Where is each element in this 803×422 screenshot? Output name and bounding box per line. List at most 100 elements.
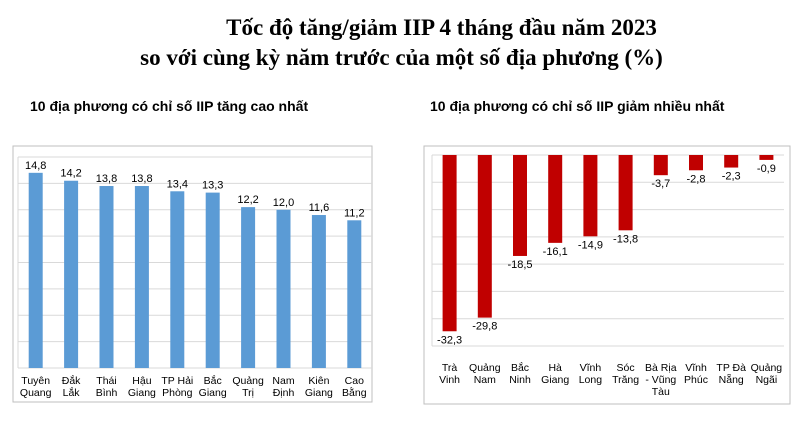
chart-title-line-2: so với cùng kỳ năm trước của một số địa … xyxy=(140,45,663,70)
right-category-label: Quảng Nam xyxy=(469,362,501,386)
right-category-label-line: Giang xyxy=(541,374,569,386)
right-chart-subtitle: 10 địa phương có chỉ số IIP giảm nhiều n… xyxy=(430,98,725,114)
right-category-label-line: Nẵng xyxy=(719,373,744,386)
right-bar xyxy=(583,155,598,237)
right-category-label-line: Quảng xyxy=(469,362,501,374)
right-category-label-line: Vinh xyxy=(439,374,460,386)
right-bar xyxy=(759,155,774,160)
left-category-label-line: Quang xyxy=(20,387,52,399)
left-category-label-line: Giang xyxy=(305,387,333,399)
left-chart-subtitle: 10 địa phương có chỉ số IIP tăng cao nhấ… xyxy=(30,98,309,114)
left-category-label-line: Nam xyxy=(272,375,294,387)
right-category-label: TP Đà Nẵng xyxy=(716,362,746,386)
right-data-label: -18,5 xyxy=(507,259,532,271)
left-category-label-line: Kiên xyxy=(308,375,329,387)
left-bar xyxy=(311,215,326,368)
left-category-label-line: Thái xyxy=(96,375,116,387)
left-data-label: 13,4 xyxy=(167,178,188,190)
left-data-label: 13,8 xyxy=(131,173,152,185)
left-category-label-line: Cao xyxy=(345,375,364,387)
right-category-label: Quảng Ngãi xyxy=(751,362,783,386)
right-bar xyxy=(618,155,633,231)
right-category-label-line: Nam xyxy=(474,374,496,386)
right-category-label-line: Vĩnh xyxy=(685,362,707,374)
left-bar xyxy=(64,180,79,368)
right-category-label: Vĩnh Phúc xyxy=(684,362,708,386)
left-category-label: TP Hải Phòng xyxy=(161,375,193,399)
left-category-label-line: Hậu xyxy=(132,375,151,387)
left-data-label: 12,2 xyxy=(237,194,258,206)
right-category-label-line: Bà Rịa xyxy=(645,362,677,374)
left-data-label: 13,8 xyxy=(96,173,117,185)
right-data-label: -2,8 xyxy=(687,173,706,185)
left-category-label: Kiên Giang xyxy=(305,375,333,399)
right-category-label-line: Quảng xyxy=(751,362,783,374)
left-data-label: 11,2 xyxy=(344,207,365,219)
right-category-label-line: Long xyxy=(579,374,603,386)
left-bar xyxy=(241,207,256,368)
left-category-label-line: Bằng xyxy=(342,386,367,399)
left-category-label: Hậu Giang xyxy=(128,375,156,399)
left-bar xyxy=(28,172,43,368)
left-category-label-line: Định xyxy=(273,387,295,399)
right-bar xyxy=(548,155,563,243)
left-chart: 14,8 Tuyên Quang 14,2 Đắk Lắk 13,8 Thái Bình 13,8… xyxy=(12,145,373,403)
right-category-label: Sóc Trăng xyxy=(612,362,639,386)
right-bar xyxy=(689,155,703,171)
right-data-label: -13,8 xyxy=(613,233,638,245)
left-category-label-line: Tuyên xyxy=(21,375,50,387)
right-bar xyxy=(477,155,492,318)
right-bar xyxy=(442,155,457,332)
right-category-label: Hà Giang xyxy=(541,362,569,386)
left-category-label-line: TP Hải xyxy=(161,375,193,387)
right-category-label-line: Ngãi xyxy=(756,374,778,386)
right-data-label: -32,3 xyxy=(437,334,462,346)
right-bar xyxy=(513,155,527,256)
right-category-label-line: Hà xyxy=(548,362,562,374)
right-data-label: -29,8 xyxy=(472,321,497,333)
right-category-label: Trà Vinh xyxy=(439,362,460,386)
left-bar xyxy=(99,186,114,368)
left-category-label: Cao Bằng xyxy=(342,375,367,399)
right-category-label: Vĩnh Long xyxy=(579,362,603,386)
left-category-label-line: Bắc xyxy=(204,374,222,387)
right-category-label-line: Tàu xyxy=(652,386,670,398)
left-category-label: Đắk Lắk xyxy=(62,374,81,399)
right-category-label-line: Ninh xyxy=(509,374,531,386)
right-data-label: -16,1 xyxy=(543,246,568,258)
right-category-label-line: Vĩnh xyxy=(580,362,602,374)
left-category-label-line: Trị xyxy=(242,387,254,399)
chart-title-line-1: Tốc độ tăng/giảm IIP 4 tháng đầu năm 202… xyxy=(226,15,657,40)
right-data-label: -2,3 xyxy=(722,171,741,183)
left-bar xyxy=(134,186,149,368)
left-category-label-line: Bình xyxy=(96,387,118,399)
left-category-label-line: Lắk xyxy=(63,386,81,399)
right-category-label-line: Bắc xyxy=(511,361,529,374)
right-bar xyxy=(724,155,739,168)
left-data-label: 13,3 xyxy=(202,180,223,192)
left-category-label-line: Phòng xyxy=(162,387,193,399)
right-category-label: Bắc Ninh xyxy=(509,361,531,386)
left-bar xyxy=(276,209,291,368)
left-data-label: 12,0 xyxy=(273,197,294,209)
right-category-label: Bà Rịa - Vũng Tàu xyxy=(645,362,677,398)
left-category-label: Bắc Giang xyxy=(199,374,227,399)
left-data-label: 14,2 xyxy=(60,168,81,180)
left-category-label: Quảng Trị xyxy=(232,375,264,399)
left-bar xyxy=(170,191,185,368)
left-category-label: Tuyên Quang xyxy=(20,375,52,399)
right-category-label-line: TP Đà xyxy=(716,362,746,374)
right-category-label-line: Sóc xyxy=(617,362,635,374)
right-category-label-line: Trăng xyxy=(612,374,639,386)
left-category-label-line: Đắk xyxy=(62,374,81,387)
right-data-label: -0,9 xyxy=(757,163,776,175)
left-category-label: Nam Định xyxy=(272,375,294,399)
right-category-label-line: - Vũng xyxy=(645,374,676,386)
right-bar xyxy=(653,155,668,176)
right-category-label-line: Phúc xyxy=(684,374,708,386)
left-category-label: Thái Bình xyxy=(96,375,118,399)
right-data-label: -14,9 xyxy=(578,239,603,251)
left-data-label: 11,6 xyxy=(309,202,330,214)
